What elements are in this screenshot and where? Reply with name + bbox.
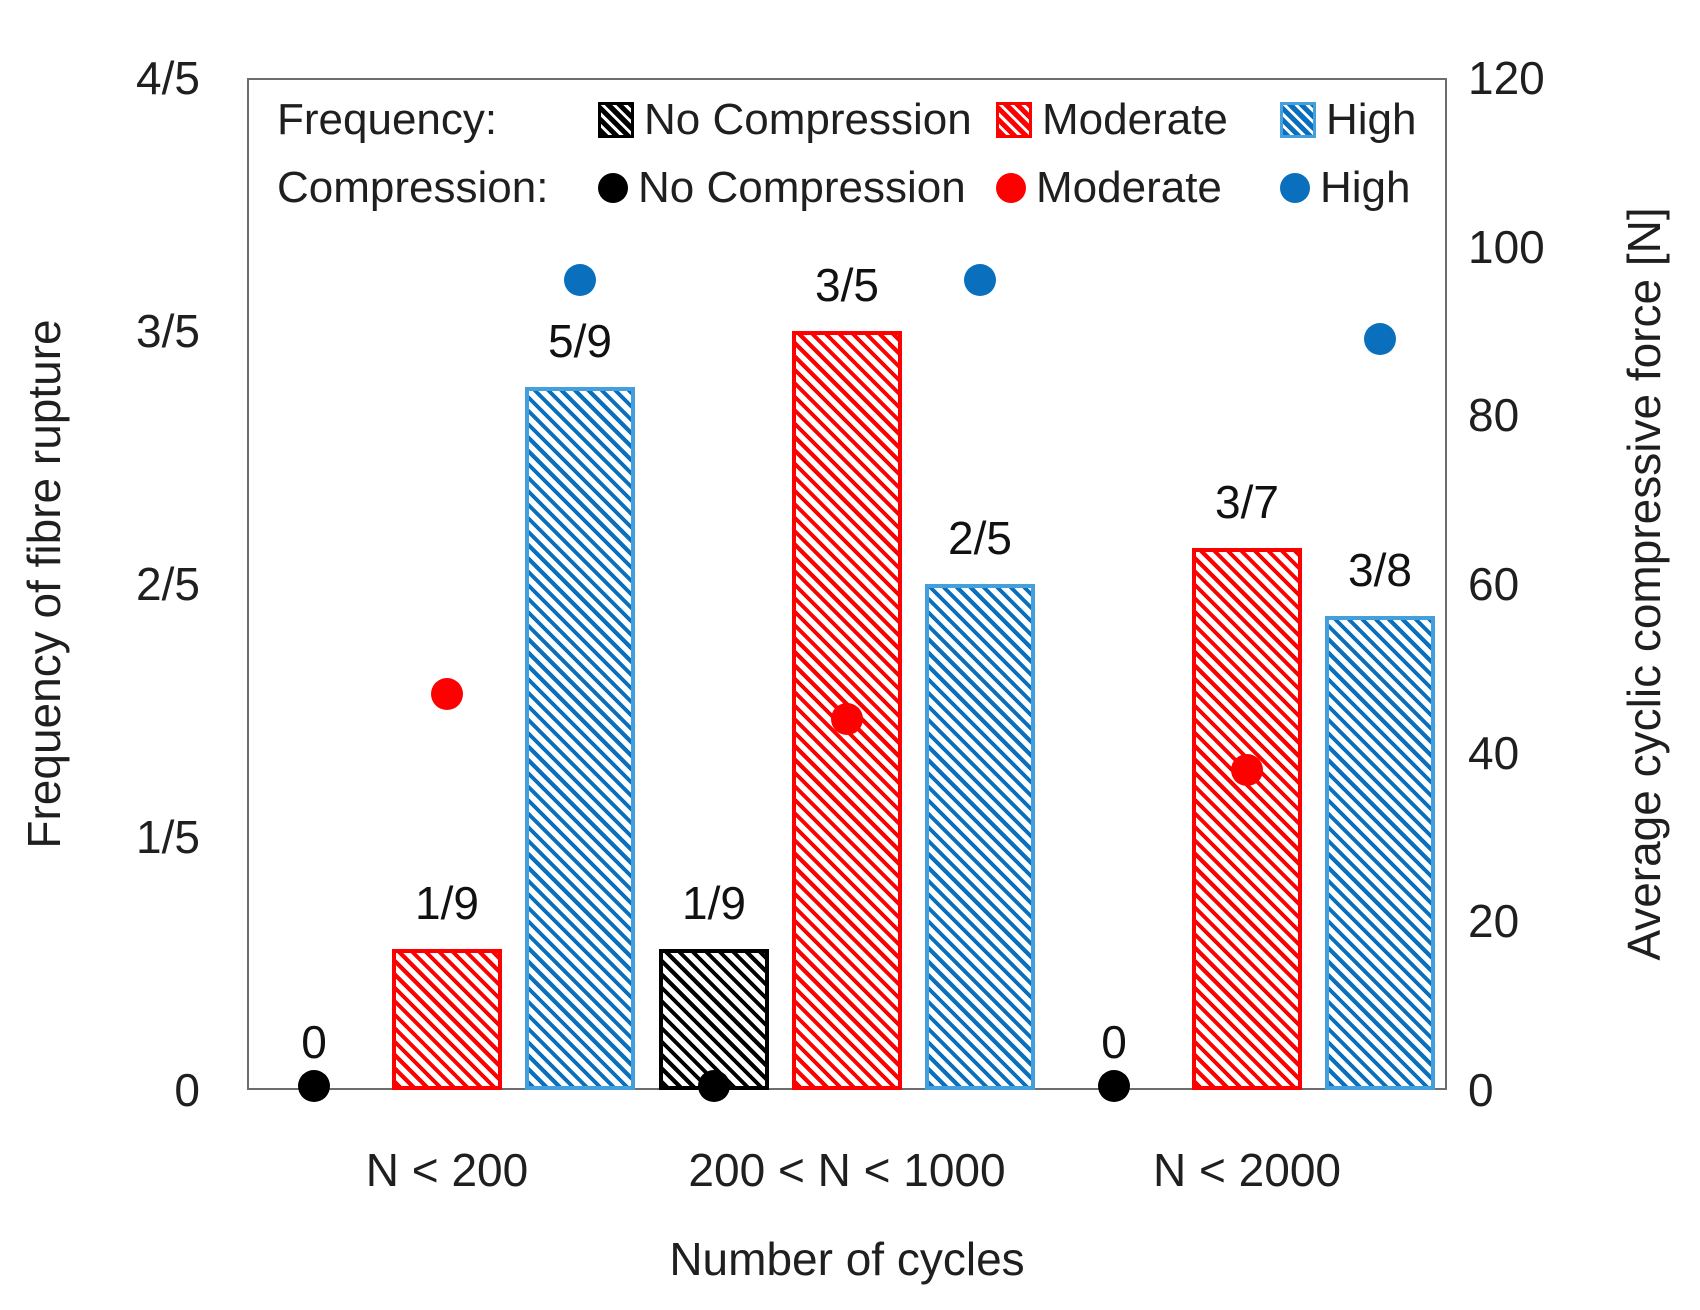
- left-axis-tick-label: 1/5: [136, 811, 200, 863]
- right-axis-tick-label: 120: [1468, 52, 1545, 104]
- dot-moderate: [1231, 753, 1263, 786]
- bar-value-label: 0: [301, 1016, 327, 1068]
- left-axis-tick-label: 2/5: [136, 558, 200, 610]
- bar-moderate: [392, 949, 502, 1090]
- left-axis-tick-label: 4/5: [136, 52, 200, 104]
- bar-value-label: 3/5: [815, 259, 879, 311]
- dot-moderate: [431, 677, 463, 710]
- dot-high: [964, 264, 996, 297]
- right-axis-tick-label: 40: [1468, 726, 1520, 779]
- right-axis-tick-label: 100: [1468, 220, 1545, 273]
- dot-high: [564, 264, 596, 297]
- bar-value-label: 3/8: [1348, 543, 1412, 596]
- bar-no-compression: [659, 949, 769, 1090]
- x-category-label: N < 200: [365, 1144, 529, 1196]
- bar-value-label: 0: [1101, 1016, 1127, 1068]
- left-axis-tick-label: 0: [174, 1064, 200, 1116]
- right-axis-tick-label: 80: [1468, 389, 1520, 442]
- bar-value-label: 5/9: [548, 315, 612, 368]
- x-category-label: N < 2000: [1153, 1144, 1341, 1196]
- dot-no-compression: [298, 1070, 330, 1102]
- dot-moderate: [831, 702, 863, 735]
- x-category-label: 200 < N < 1000: [688, 1144, 1006, 1196]
- bar-value-label: 1/9: [415, 877, 479, 930]
- dot-no-compression: [1098, 1070, 1130, 1102]
- bar-high: [1325, 615, 1435, 1090]
- right-axis-tick-label: 20: [1468, 895, 1520, 948]
- right-axis-tick-label: 0: [1468, 1064, 1494, 1116]
- bar-high: [925, 584, 1035, 1090]
- bar-high: [525, 387, 635, 1090]
- dot-high: [1364, 323, 1396, 356]
- x-axis-title: Number of cycles: [669, 1233, 1025, 1285]
- left-axis-tick-label: 3/5: [136, 305, 200, 357]
- bar-value-label: 1/9: [682, 877, 746, 930]
- dot-no-compression: [698, 1070, 730, 1102]
- bar-value-label: 2/5: [948, 512, 1012, 564]
- bar-moderate: [1192, 547, 1302, 1090]
- bar-value-label: 3/7: [1215, 475, 1279, 528]
- right-axis-tick-label: 60: [1468, 558, 1520, 610]
